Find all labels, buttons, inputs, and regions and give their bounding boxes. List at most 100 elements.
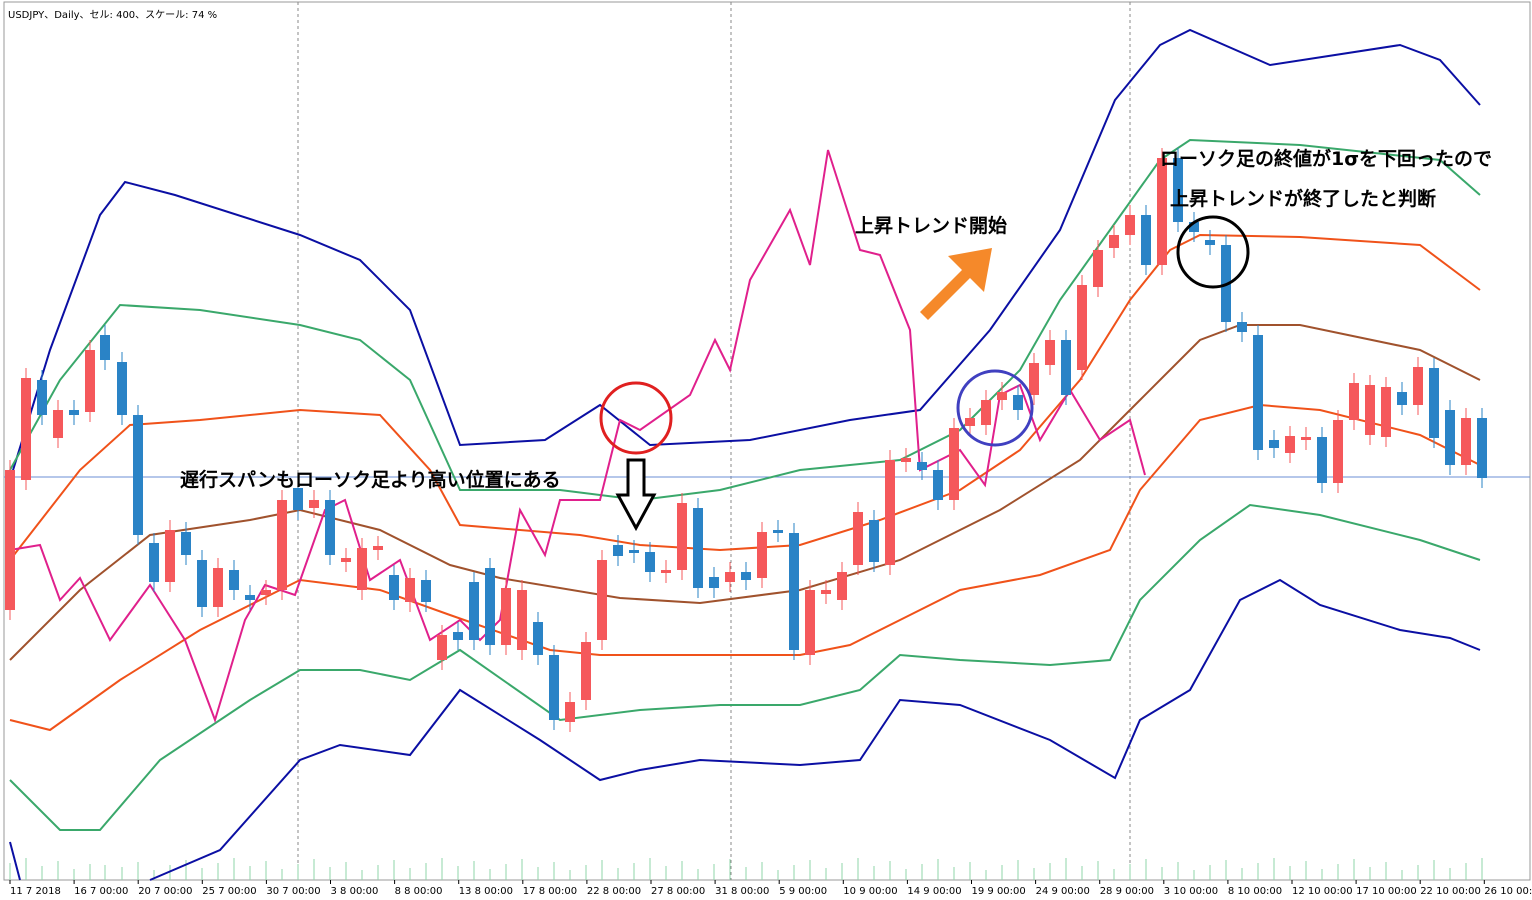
candle-body bbox=[100, 335, 110, 360]
x-tick-label: 24 9 00:00 bbox=[1036, 886, 1090, 897]
candle-body bbox=[885, 460, 895, 565]
volume-bars bbox=[9, 858, 1483, 880]
candle-body bbox=[437, 635, 447, 660]
candle-body bbox=[1413, 367, 1423, 405]
candle-body bbox=[1285, 436, 1295, 453]
candle-body bbox=[421, 580, 431, 602]
candle-body bbox=[1365, 385, 1375, 435]
blue-circle bbox=[956, 369, 1034, 447]
candle-body bbox=[1381, 387, 1391, 437]
x-tick-label: 3 8 00:00 bbox=[331, 886, 379, 897]
x-tick-label: 5 9 00:00 bbox=[779, 886, 827, 897]
middle-band bbox=[9, 324, 1481, 661]
x-tick-label: 22 10 00:00 bbox=[1420, 886, 1481, 897]
candle-body bbox=[1141, 215, 1151, 265]
candle-body bbox=[709, 577, 719, 588]
candle-body bbox=[1397, 392, 1407, 405]
candle-body bbox=[1077, 285, 1087, 370]
x-tick-label: 13 8 00:00 bbox=[459, 886, 513, 897]
candle-body bbox=[549, 655, 559, 720]
down-arrow bbox=[615, 458, 657, 532]
candle-body bbox=[1253, 335, 1263, 450]
x-tick-label: 27 8 00:00 bbox=[651, 886, 705, 897]
candle-body bbox=[453, 632, 463, 640]
candle-body bbox=[1269, 440, 1279, 448]
lower-band-3 bbox=[149, 578, 1481, 881]
candle-body bbox=[1429, 368, 1439, 438]
candle-body bbox=[517, 590, 527, 650]
candle-body bbox=[805, 590, 815, 655]
candle-body bbox=[597, 560, 607, 640]
candle-body bbox=[133, 415, 143, 535]
candle-body bbox=[373, 546, 383, 550]
candle-body bbox=[1301, 437, 1311, 440]
candle-body bbox=[869, 520, 879, 562]
candle-body bbox=[261, 590, 271, 595]
candle-body bbox=[21, 378, 31, 480]
x-tick-label: 22 8 00:00 bbox=[587, 886, 641, 897]
x-tick-label: 8 8 00:00 bbox=[395, 886, 443, 897]
candle-body bbox=[293, 488, 303, 510]
candle-body bbox=[5, 470, 15, 610]
x-tick-label: 31 8 00:00 bbox=[715, 886, 769, 897]
candle-body bbox=[773, 530, 783, 533]
x-tick-label: 26 10 00:00 bbox=[1484, 886, 1532, 897]
chart-header: USDJPY、Daily、セル: 400、スケール: 74 % bbox=[8, 9, 217, 21]
x-tick-label: 17 8 00:00 bbox=[523, 886, 577, 897]
candle-body bbox=[197, 560, 207, 607]
x-tick-label: 14 9 00:00 bbox=[907, 886, 961, 897]
candle-body bbox=[533, 622, 543, 655]
lower-band-3 bbox=[9, 841, 21, 881]
candle-body bbox=[229, 570, 239, 590]
black-circle bbox=[1176, 215, 1250, 289]
candle-body bbox=[677, 503, 687, 570]
candle-body bbox=[613, 545, 623, 556]
candle-body bbox=[357, 548, 367, 590]
lower-band-2 bbox=[9, 503, 1481, 831]
candle-body bbox=[1061, 340, 1071, 395]
candle-body bbox=[85, 350, 95, 412]
candles bbox=[5, 148, 1487, 732]
x-tick-label: 16 7 00:00 bbox=[74, 886, 128, 897]
candle-body bbox=[1477, 418, 1487, 478]
candle-body bbox=[1333, 420, 1343, 483]
lagging-span bbox=[9, 149, 1146, 724]
plot-frame bbox=[3, 1, 1531, 881]
annotation: 遅行スパンもローソク足より高い位置にある bbox=[180, 468, 561, 491]
candle-body bbox=[565, 702, 575, 722]
candle-body bbox=[485, 568, 495, 645]
candle-body bbox=[341, 558, 351, 562]
annotation: 上昇トレンドが終了したと判断 bbox=[1170, 187, 1436, 210]
red-circle bbox=[599, 381, 673, 455]
upper-band-2 bbox=[9, 138, 1481, 502]
candle-body bbox=[53, 410, 63, 438]
upper-band-3 bbox=[9, 28, 1481, 481]
up-arrow bbox=[920, 248, 992, 320]
candle-body bbox=[389, 575, 399, 600]
candle-body bbox=[1109, 235, 1119, 248]
candle-body bbox=[741, 572, 751, 580]
candle-body bbox=[469, 582, 479, 640]
candle-body bbox=[725, 572, 735, 582]
candle-body bbox=[1349, 383, 1359, 420]
candle-body bbox=[645, 552, 655, 572]
candle-body bbox=[213, 568, 223, 607]
candle-body bbox=[245, 595, 255, 600]
candle-body bbox=[325, 500, 335, 555]
lower-band-1 bbox=[9, 403, 1481, 732]
candle-body bbox=[181, 532, 191, 555]
candle-body bbox=[1045, 340, 1055, 365]
candle-body bbox=[1205, 240, 1215, 245]
candle-body bbox=[661, 570, 671, 573]
annotation: 上昇トレンド開始 bbox=[855, 214, 1007, 237]
candle-body bbox=[693, 508, 703, 588]
x-tick-label: 3 10 00:00 bbox=[1164, 886, 1218, 897]
candle-body bbox=[1461, 418, 1471, 465]
x-axis: 11 7 2018 16 7 00:00 20 7 00:00 25 7 00:00 3… bbox=[9, 880, 1532, 897]
x-tick-label: 20 7 00:00 bbox=[138, 886, 192, 897]
x-tick-label: 10 9 00:00 bbox=[843, 886, 897, 897]
candle-body bbox=[789, 533, 799, 650]
candle-body bbox=[757, 532, 767, 578]
candle-body bbox=[165, 530, 175, 582]
candle-body bbox=[1029, 363, 1039, 395]
